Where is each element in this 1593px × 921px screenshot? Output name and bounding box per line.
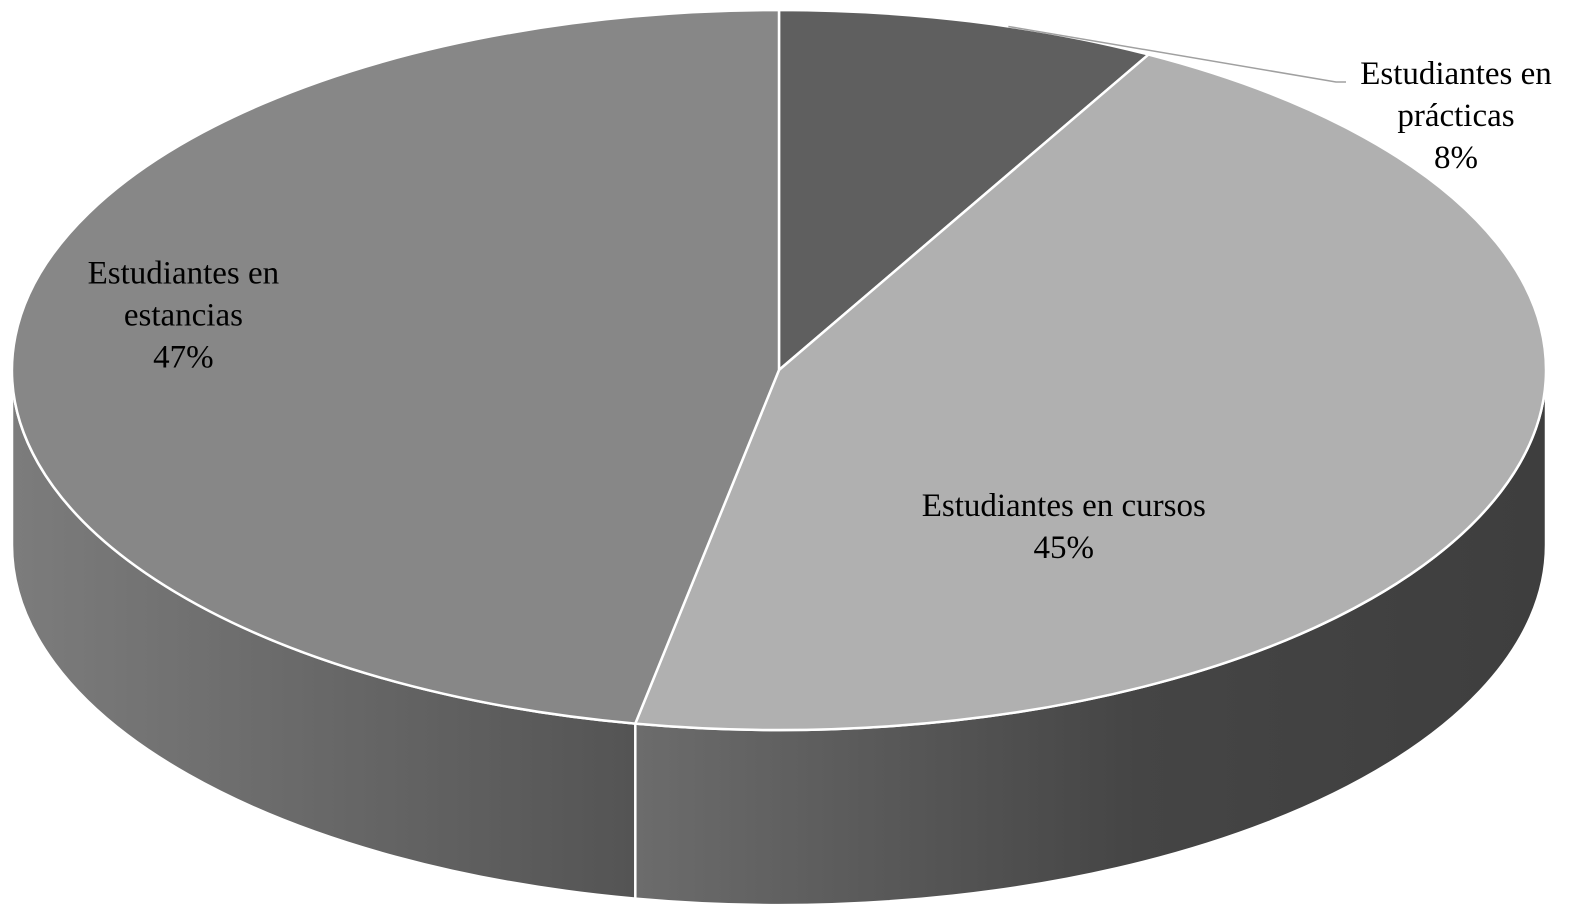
slice-label-text: Estudiantes en cursos: [922, 488, 1206, 524]
pie-slice-3: [10, 8, 781, 725]
slice-label-text: Estudiantes en: [1360, 56, 1552, 92]
slice-label-text: 45%: [1033, 530, 1094, 566]
slice-label-2: Estudiantes en cursos 45%: [922, 488, 1206, 566]
slice-label-1: Estudiantes en prácticas 8%: [1360, 56, 1552, 176]
slice-label-text: Estudiantes en: [88, 256, 280, 292]
pie-slice-2: [634, 53, 1548, 732]
leader-line: [1008, 25, 1346, 83]
pie-slices: [10, 8, 1548, 732]
slice-label-text: prácticas: [1397, 98, 1514, 134]
pie-labels: Estudiantes en prácticas 8% Estudiantes en …: [88, 25, 1552, 566]
slice-label-text: 8%: [1434, 140, 1478, 176]
slice-label-3: Estudiantes en estancias 47%: [88, 256, 280, 376]
pie-slice-1: [777, 8, 1150, 372]
slice-label-text: 47%: [153, 340, 214, 376]
slice-label-text: estancias: [124, 298, 243, 334]
